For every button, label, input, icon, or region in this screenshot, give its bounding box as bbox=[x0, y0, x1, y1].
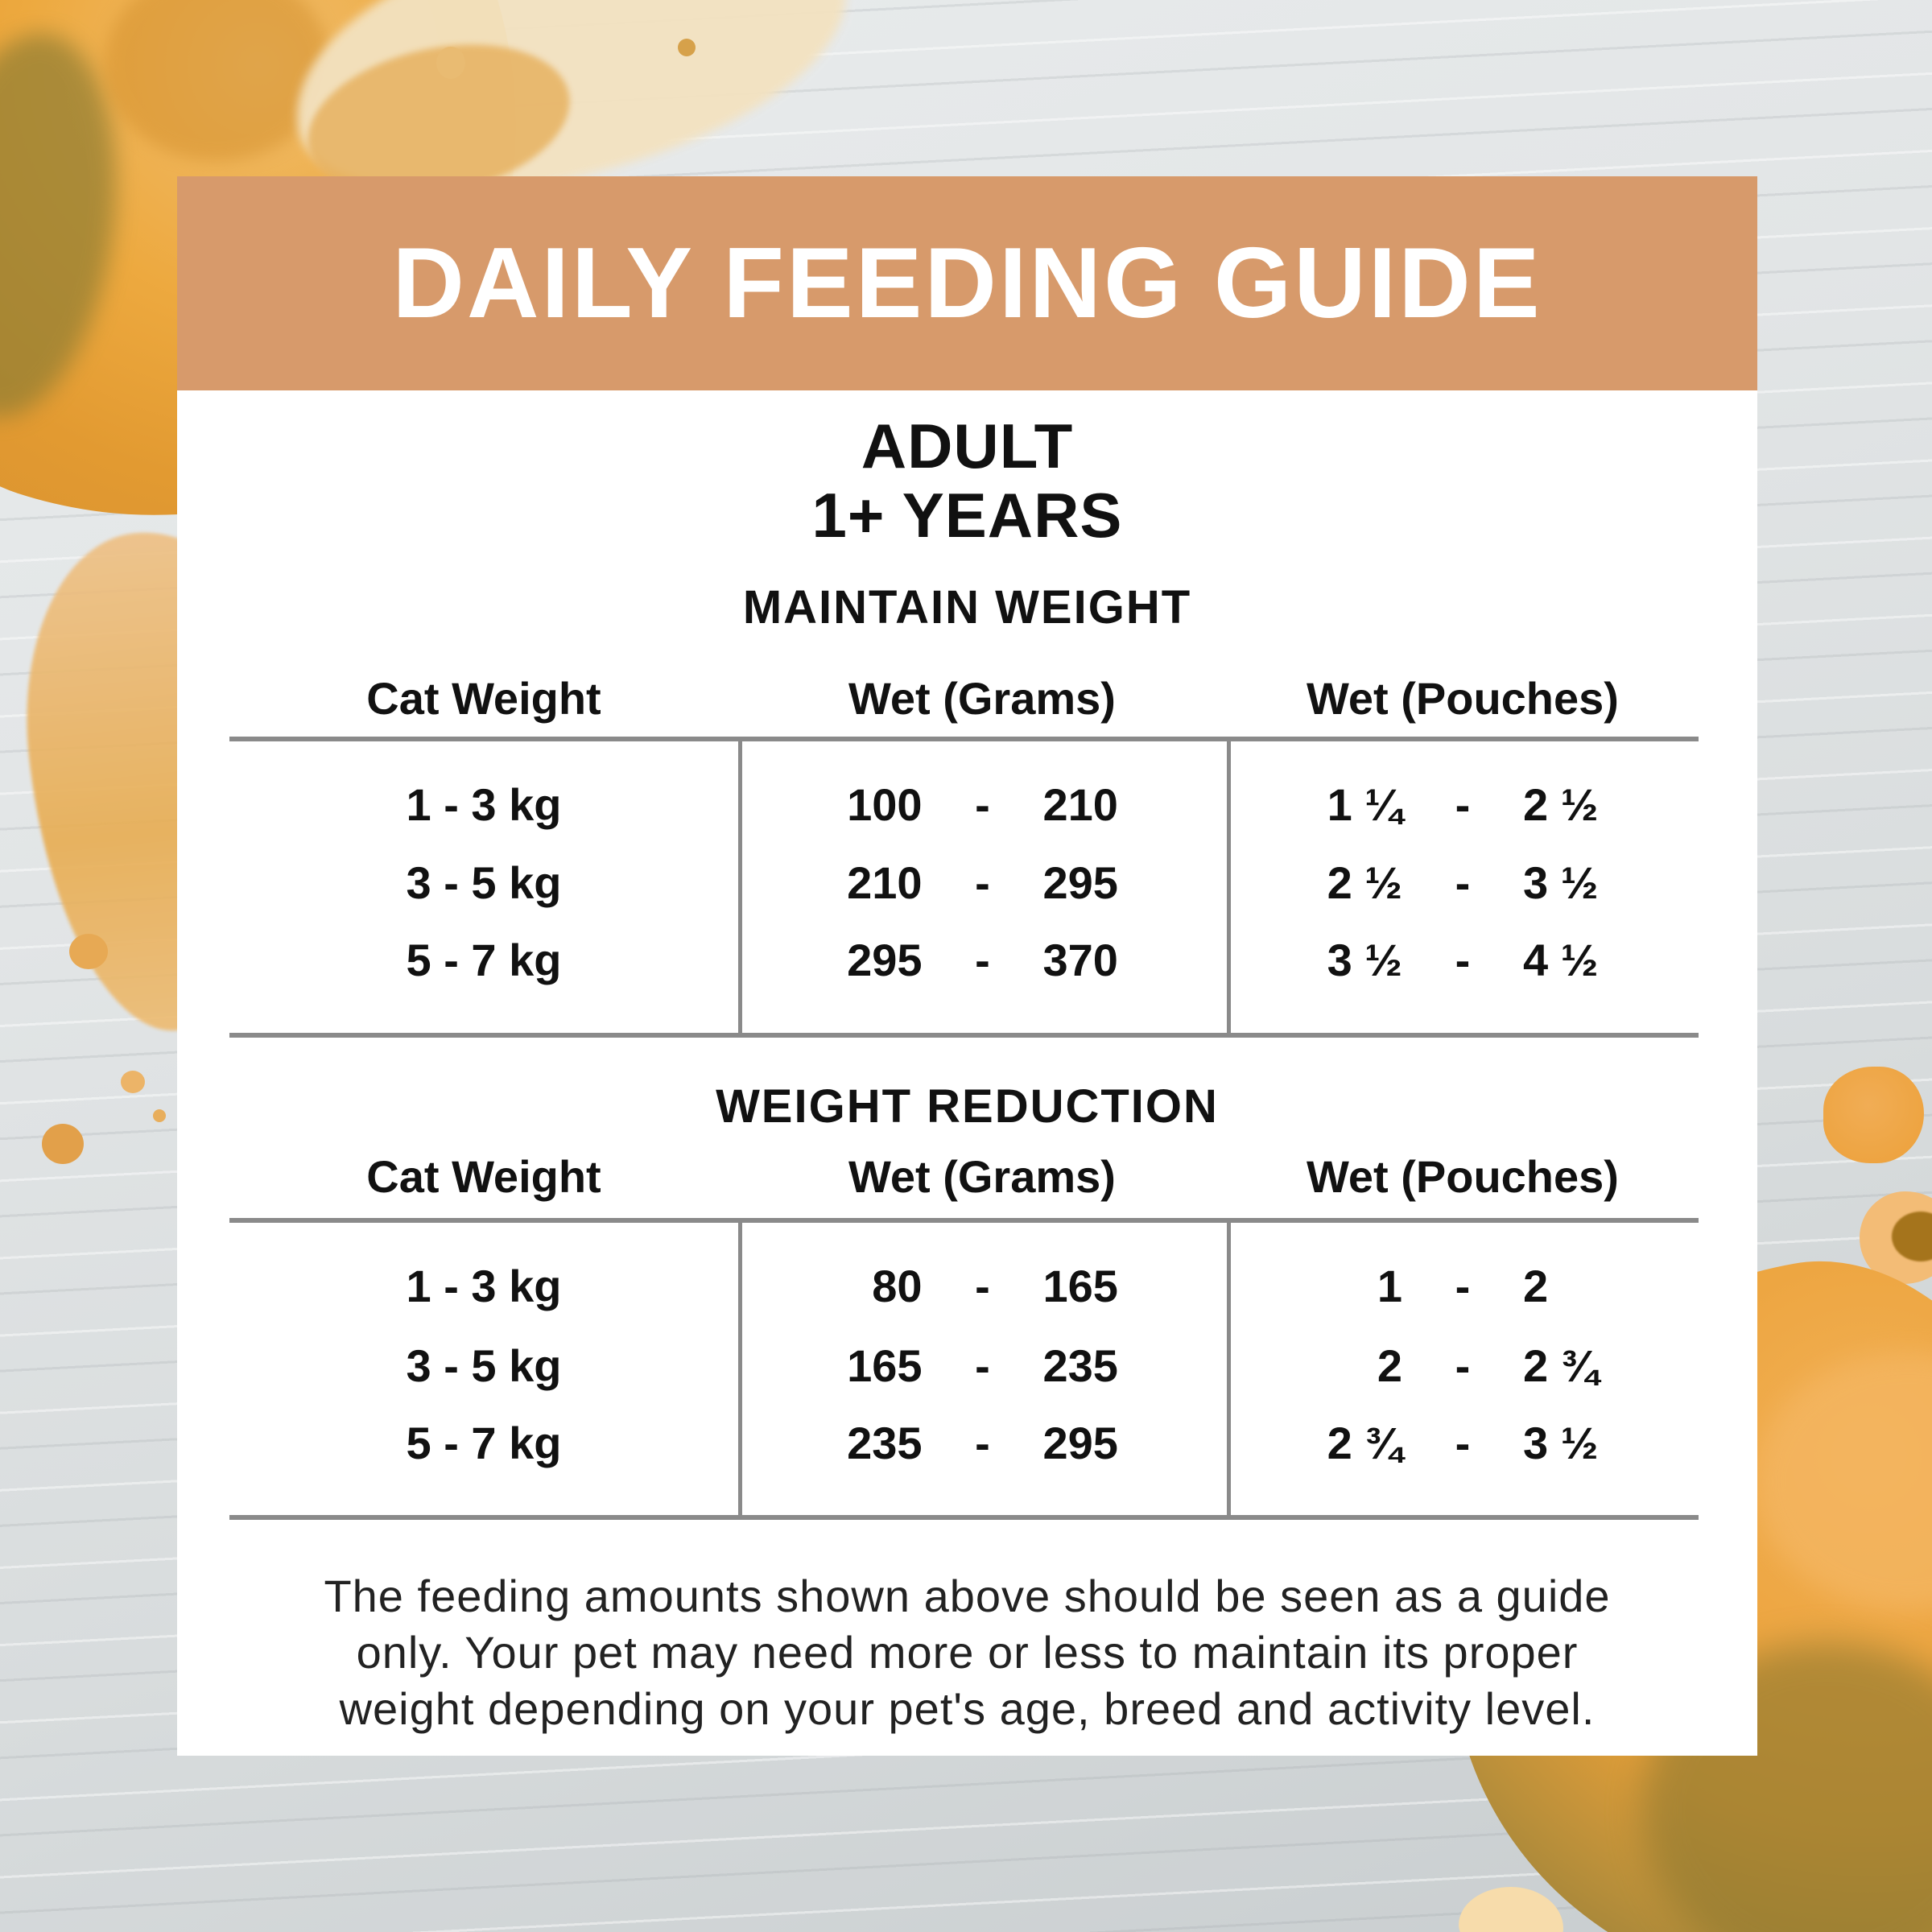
section-title-weight-reduction: WEIGHT REDUCTION bbox=[716, 1080, 1219, 1133]
grams-low: 165 bbox=[847, 1340, 923, 1391]
cat-weight-value: 1 - 3 kg bbox=[406, 1261, 562, 1311]
range-separator: - bbox=[975, 1340, 990, 1391]
wet-grams-range: 100 - 210 bbox=[738, 777, 1227, 833]
wet-pouches-range: 2 ¾ - 3 ½ bbox=[1227, 1415, 1699, 1472]
range-separator: - bbox=[975, 1418, 990, 1468]
age-heading-line1: ADULT bbox=[861, 411, 1074, 481]
table-rule-bottom bbox=[229, 1033, 1699, 1038]
range-separator: - bbox=[1455, 1261, 1471, 1311]
grams-high: 235 bbox=[1042, 1340, 1118, 1391]
age-heading: ADULT 1+ YEARS bbox=[177, 411, 1757, 550]
grams-low: 295 bbox=[847, 935, 923, 985]
grams-low: 100 bbox=[847, 779, 923, 830]
section-title-maintain-weight: MAINTAIN WEIGHT bbox=[742, 581, 1192, 634]
column-header-wet-grams: Wet (Grams) bbox=[848, 673, 1116, 724]
watercolor-dot bbox=[69, 934, 108, 969]
disclaimer-line3: weight depending on your pet's age, bree… bbox=[339, 1683, 1596, 1734]
table-divider bbox=[738, 741, 742, 1033]
pouches-low: 3 ½ bbox=[1327, 935, 1402, 985]
cat-weight-value: 5 - 7 kg bbox=[406, 1418, 562, 1468]
wet-pouches-range: 1 - 2 bbox=[1227, 1258, 1699, 1315]
wet-grams-range: 295 - 370 bbox=[738, 932, 1227, 989]
guide-card: DAILY FEEDING GUIDE ADULT 1+ YEARS MAINT… bbox=[177, 176, 1757, 1756]
watercolor-dot bbox=[678, 39, 696, 56]
table-divider bbox=[1227, 741, 1231, 1033]
watercolor-dot bbox=[42, 1124, 84, 1164]
disclaimer: The feeding amounts shown above should b… bbox=[177, 1568, 1757, 1737]
watercolor-blob-right-upper bbox=[1823, 1067, 1924, 1163]
grams-low: 210 bbox=[847, 857, 923, 908]
pouches-low: 2 ¾ bbox=[1327, 1418, 1402, 1468]
watercolor-dot bbox=[436, 47, 465, 79]
table-divider bbox=[1227, 1223, 1231, 1515]
pouches-high: 4 ½ bbox=[1523, 935, 1599, 985]
table-rule-bottom bbox=[229, 1515, 1699, 1520]
pouches-high: 2 ¾ bbox=[1523, 1340, 1599, 1391]
banner: DAILY FEEDING GUIDE bbox=[177, 176, 1757, 390]
column-header-cat-weight: Cat Weight bbox=[366, 1151, 601, 1202]
disclaimer-line2: only. Your pet may need more or less to … bbox=[356, 1627, 1579, 1678]
watercolor-pale-blob-bottom bbox=[1459, 1887, 1563, 1932]
watercolor-dot bbox=[121, 1071, 145, 1093]
wet-pouches-range: 2 - 2 ¾ bbox=[1227, 1338, 1699, 1394]
cat-weight-value: 3 - 5 kg bbox=[406, 1340, 562, 1391]
grams-high: 295 bbox=[1042, 1418, 1118, 1468]
cat-weight-value: 3 - 5 kg bbox=[406, 857, 562, 908]
age-heading-line2: 1+ YEARS bbox=[811, 480, 1123, 551]
wet-grams-range: 235 - 295 bbox=[738, 1415, 1227, 1472]
grams-high: 165 bbox=[1042, 1261, 1118, 1311]
cat-weight-value: 5 - 7 kg bbox=[406, 935, 562, 985]
range-separator: - bbox=[975, 935, 990, 985]
range-separator: - bbox=[1455, 1418, 1471, 1468]
table-divider bbox=[738, 1223, 742, 1515]
wet-grams-range: 210 - 295 bbox=[738, 855, 1227, 911]
range-separator: - bbox=[1455, 779, 1471, 830]
range-separator: - bbox=[1455, 1340, 1471, 1391]
pouches-high: 3 ½ bbox=[1523, 857, 1599, 908]
grams-high: 295 bbox=[1042, 857, 1118, 908]
wet-grams-range: 165 - 235 bbox=[738, 1338, 1227, 1394]
grams-high: 370 bbox=[1042, 935, 1118, 985]
grams-low: 80 bbox=[872, 1261, 923, 1311]
grams-high: 210 bbox=[1042, 779, 1118, 830]
table-rule-top bbox=[229, 1218, 1699, 1223]
column-header-wet-pouches: Wet (Pouches) bbox=[1307, 673, 1619, 724]
pouches-low: 2 bbox=[1377, 1340, 1402, 1391]
pouches-low: 1 bbox=[1377, 1261, 1402, 1311]
watercolor-dot bbox=[153, 1109, 166, 1122]
range-separator: - bbox=[975, 779, 990, 830]
range-separator: - bbox=[1455, 935, 1471, 985]
range-separator: - bbox=[975, 857, 990, 908]
column-header-cat-weight: Cat Weight bbox=[366, 673, 601, 724]
range-separator: - bbox=[1455, 857, 1471, 908]
pouches-high: 2 bbox=[1523, 1261, 1549, 1311]
pouches-low: 2 ½ bbox=[1327, 857, 1402, 908]
watercolor-dark-patch-top-left bbox=[105, 0, 330, 161]
column-header-wet-pouches: Wet (Pouches) bbox=[1307, 1151, 1619, 1202]
pouches-low: 1 ¼ bbox=[1327, 779, 1402, 830]
pouches-high: 2 ½ bbox=[1523, 779, 1599, 830]
table-rule-top bbox=[229, 737, 1699, 741]
wet-grams-range: 80 - 165 bbox=[738, 1258, 1227, 1315]
cat-weight-value: 1 - 3 kg bbox=[406, 779, 562, 830]
watercolor-dark-spot-right bbox=[1892, 1212, 1932, 1261]
wet-pouches-range: 1 ¼ - 2 ½ bbox=[1227, 777, 1699, 833]
column-header-wet-grams: Wet (Grams) bbox=[848, 1151, 1116, 1202]
banner-title: DAILY FEEDING GUIDE bbox=[392, 228, 1542, 339]
grams-low: 235 bbox=[847, 1418, 923, 1468]
wet-pouches-range: 3 ½ - 4 ½ bbox=[1227, 932, 1699, 989]
pouches-high: 3 ½ bbox=[1523, 1418, 1599, 1468]
range-separator: - bbox=[975, 1261, 990, 1311]
disclaimer-line1: The feeding amounts shown above should b… bbox=[324, 1571, 1611, 1621]
wet-pouches-range: 2 ½ - 3 ½ bbox=[1227, 855, 1699, 911]
